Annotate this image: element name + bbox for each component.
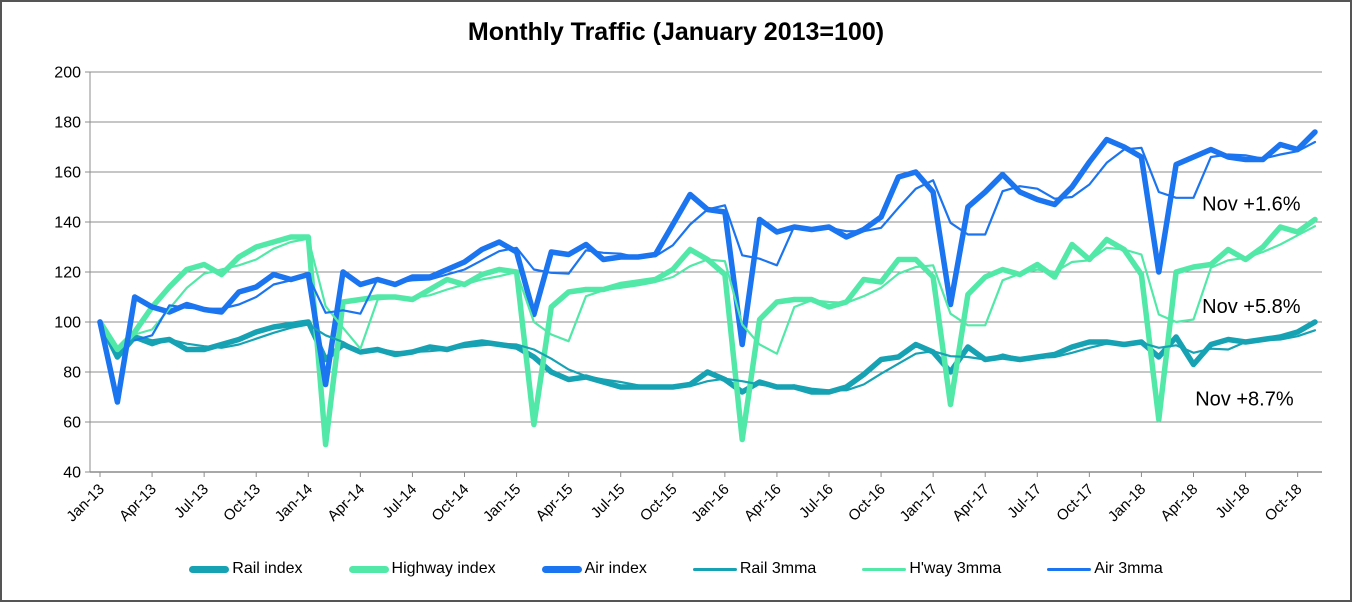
y-axis-label: 120 — [54, 265, 81, 282]
x-axis-label: Oct-18 — [1262, 481, 1306, 525]
legend-item-air-index: Air index — [541, 560, 647, 578]
x-axis-label: Apr-18 — [1157, 481, 1201, 525]
y-axis-label: 40 — [63, 465, 81, 482]
legend-swatch-air-thin — [1047, 567, 1092, 571]
x-axis-label: Apr-14 — [324, 481, 368, 525]
y-axis-label: 60 — [63, 415, 81, 432]
x-axis-label: Jan-13 — [63, 481, 107, 525]
y-axis-label: 80 — [63, 365, 81, 382]
legend-item-h-way-3mma: H'way 3mma — [862, 560, 1001, 578]
chart-legend: Rail index Highway index Air index Rail 3mm… — [2, 560, 1350, 578]
y-axis-label: 200 — [54, 65, 81, 82]
annotation-Nov-+8.7-: Nov +8.7% — [1195, 389, 1294, 411]
chart-title: Monthly Traffic (January 2013=100) — [467, 18, 885, 46]
x-axis-label: Jul-15 — [588, 481, 629, 522]
y-axis-label: 180 — [54, 115, 81, 132]
x-axis-label: Oct-16 — [845, 481, 889, 525]
x-axis-label: Jan-18 — [1105, 481, 1149, 525]
legend-item-air-3mma: Air 3mma — [1047, 560, 1163, 578]
legend-swatch-rail-thin — [692, 567, 737, 571]
x-axis-label: Jan-17 — [897, 481, 941, 525]
legend-item-rail-3mma: Rail 3mma — [692, 560, 817, 578]
x-axis-label: Oct-14 — [428, 481, 472, 525]
legend-swatch-highway-thin — [862, 567, 907, 571]
y-axis-label: 160 — [54, 165, 81, 182]
x-axis-label: Jul-16 — [796, 481, 837, 522]
legend-label: Rail index — [232, 560, 303, 577]
x-axis-label: Apr-15 — [533, 481, 577, 525]
annotation-Nov-+5.8-: Nov +5.8% — [1202, 296, 1301, 318]
x-axis-label: Jul-13 — [171, 481, 212, 522]
legend-label: Rail 3mma — [739, 560, 817, 577]
x-axis-label: Oct-15 — [637, 481, 681, 525]
y-axis-label: 100 — [54, 315, 81, 332]
series-line-air-3mma — [133, 140, 1317, 342]
series-line-rail-3mma — [133, 323, 1317, 392]
legend-label: Air index — [584, 560, 647, 577]
legend-swatch-rail-thick — [189, 565, 230, 573]
x-axis-label: Apr-16 — [741, 481, 785, 525]
x-axis-label: Jul-18 — [1212, 481, 1253, 522]
legend-label: H'way 3mma — [909, 560, 1002, 577]
x-axis-label: Oct-13 — [220, 481, 264, 525]
x-axis-label: Jan-15 — [480, 481, 524, 525]
annotation-Nov-+1.6-: Nov +1.6% — [1202, 194, 1301, 216]
legend-item-rail-index: Rail index — [189, 560, 303, 578]
y-axis-label: 140 — [54, 215, 81, 232]
series-line-highway-index — [97, 216, 1318, 448]
legend-label: Air 3mma — [1094, 560, 1163, 577]
x-axis-label: Apr-13 — [116, 481, 160, 525]
series-line-h-way-3mma — [133, 225, 1317, 355]
legend-label: Highway index — [391, 560, 496, 577]
legend-swatch-air-thick — [541, 565, 582, 573]
legend-item-highway-index: Highway index — [348, 560, 496, 578]
x-axis-label: Jul-14 — [379, 481, 420, 522]
x-axis-label: Jul-17 — [1004, 481, 1045, 522]
x-axis-label: Oct-17 — [1053, 481, 1097, 525]
x-axis-label: Jan-14 — [272, 481, 316, 525]
legend-swatch-highway-thick — [348, 565, 389, 573]
x-axis-label: Jan-16 — [688, 481, 732, 525]
x-axis-label: Apr-17 — [949, 481, 993, 525]
